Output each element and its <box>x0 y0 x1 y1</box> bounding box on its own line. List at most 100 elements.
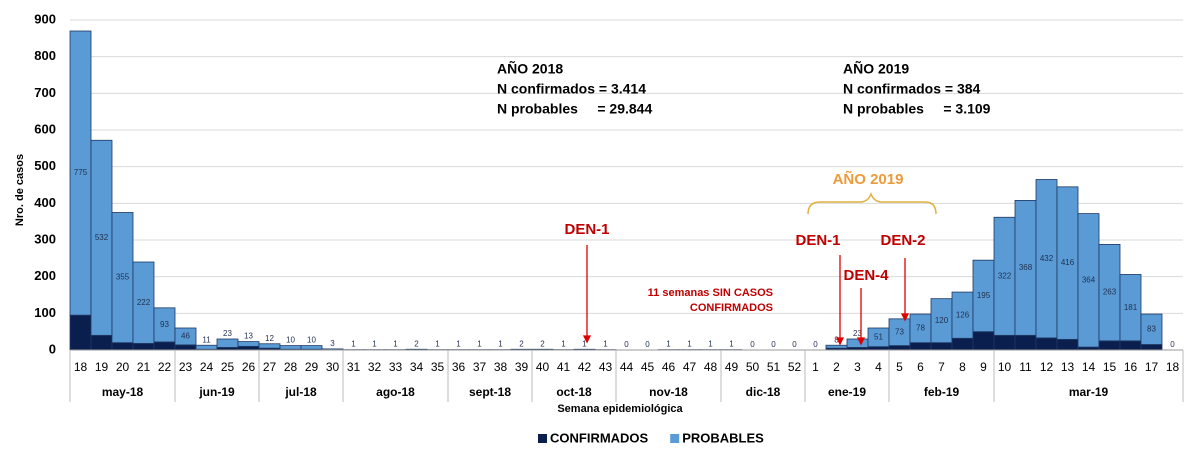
x-tick-label: 27 <box>263 360 277 374</box>
x-tick-label: 11 <box>1019 360 1032 374</box>
data-label: 1 <box>687 340 692 349</box>
x-tick-label: 22 <box>158 360 172 374</box>
data-label: 0 <box>1170 340 1175 349</box>
x-tick-label: 6 <box>917 360 924 374</box>
data-label: 263 <box>1103 288 1117 297</box>
bar-segment <box>1056 338 1079 351</box>
data-label: 46 <box>181 332 190 341</box>
annotation: DEN-1 <box>795 232 840 249</box>
x-tick-label: 9 <box>980 360 987 374</box>
bar-segment <box>972 331 995 351</box>
annotation: N confirmados = 3.414 <box>497 81 646 97</box>
data-label: 126 <box>956 310 970 319</box>
legend-swatch <box>538 434 547 443</box>
annotation: AÑO 2019 <box>843 60 909 77</box>
y-tick-label: 600 <box>34 121 56 136</box>
x-tick-label: 38 <box>494 360 508 374</box>
data-label: 0 <box>750 340 755 349</box>
data-label: 83 <box>1147 324 1156 333</box>
x-tick-label: 5 <box>896 360 903 374</box>
data-label: 1 <box>561 340 566 349</box>
data-label: 1 <box>708 340 713 349</box>
data-label: 1 <box>498 340 503 349</box>
data-label: 416 <box>1061 258 1075 267</box>
x-tick-label: 18 <box>1166 360 1180 374</box>
y-tick-label: 100 <box>34 305 56 320</box>
x-tick-label: 4 <box>875 360 882 374</box>
bracket <box>807 191 937 215</box>
x-axis-title: Semana epidemiológica <box>557 403 683 415</box>
x-tick-label: 12 <box>1040 360 1054 374</box>
data-label: 8 <box>834 335 839 344</box>
group-label: jun-19 <box>198 385 235 399</box>
x-tick-label: 18 <box>74 360 88 374</box>
x-tick-label: 32 <box>368 360 382 374</box>
legend-swatch <box>670 434 680 443</box>
x-tick-label: 16 <box>1124 360 1138 374</box>
data-label: 23 <box>853 329 862 338</box>
group-label: mar-19 <box>1069 385 1109 399</box>
group-label: ene-19 <box>828 385 866 399</box>
x-tick-label: 45 <box>641 360 655 374</box>
x-tick-label: 52 <box>788 360 802 374</box>
x-tick-label: 23 <box>179 360 193 374</box>
data-label: 368 <box>1019 263 1033 272</box>
bar-segment <box>1119 274 1142 342</box>
data-label: 364 <box>1082 275 1096 284</box>
data-label: 10 <box>286 336 295 345</box>
group-label: may-18 <box>102 385 144 399</box>
data-label: 11 <box>202 335 211 344</box>
bar-segment <box>1119 340 1142 351</box>
data-label: 1 <box>393 340 398 349</box>
data-label: 1 <box>477 340 482 349</box>
x-tick-label: 43 <box>599 360 613 374</box>
y-tick-label: 500 <box>34 158 56 173</box>
group-label: sept-18 <box>469 385 511 399</box>
data-label: 1 <box>351 340 356 349</box>
y-axis-title: Nro. de casos <box>14 154 26 226</box>
x-tick-label: 20 <box>116 360 130 374</box>
x-tick-label: 25 <box>221 360 235 374</box>
x-tick-label: 21 <box>137 360 151 374</box>
data-label: 1 <box>582 339 587 348</box>
x-tick-label: 15 <box>1103 360 1117 374</box>
data-label: 532 <box>95 233 109 242</box>
x-tick-label: 47 <box>683 360 697 374</box>
y-tick-label: 900 <box>34 11 56 26</box>
data-label: 1 <box>603 340 608 349</box>
data-label: 0 <box>813 340 818 349</box>
data-label: 0 <box>645 340 650 349</box>
x-tick-label: 37 <box>473 360 487 374</box>
x-tick-label: 29 <box>305 360 319 374</box>
bar-segment <box>153 341 176 351</box>
bar-segment <box>237 341 260 347</box>
data-label: 0 <box>792 340 797 349</box>
y-tick-label: 800 <box>34 48 56 63</box>
bar-segment <box>909 342 932 351</box>
x-tick-label: 35 <box>431 360 445 374</box>
group-label: ago-18 <box>376 385 415 399</box>
x-tick-label: 33 <box>389 360 403 374</box>
bar-segment <box>216 338 239 348</box>
x-tick-label: 1 <box>812 360 819 374</box>
x-tick-label: 48 <box>704 360 718 374</box>
arrows <box>582 245 910 346</box>
x-tick-label: 46 <box>662 360 676 374</box>
bar-segment <box>951 337 974 351</box>
data-label: 1 <box>456 340 461 349</box>
data-label: 51 <box>874 332 883 341</box>
bar-segment <box>90 334 113 351</box>
bar-segment <box>930 342 953 351</box>
bar-segment <box>279 345 302 350</box>
bar-segment <box>174 344 197 351</box>
x-tick-label: 44 <box>620 360 634 374</box>
bar-segment <box>1098 340 1121 351</box>
legend-label: PROBABLES <box>682 430 764 445</box>
data-label: 1 <box>435 340 440 349</box>
data-label: 13 <box>244 332 253 341</box>
data-label: 181 <box>1124 303 1138 312</box>
data-label: 93 <box>160 320 169 329</box>
data-label: 355 <box>116 273 130 282</box>
data-label: 195 <box>977 291 991 300</box>
